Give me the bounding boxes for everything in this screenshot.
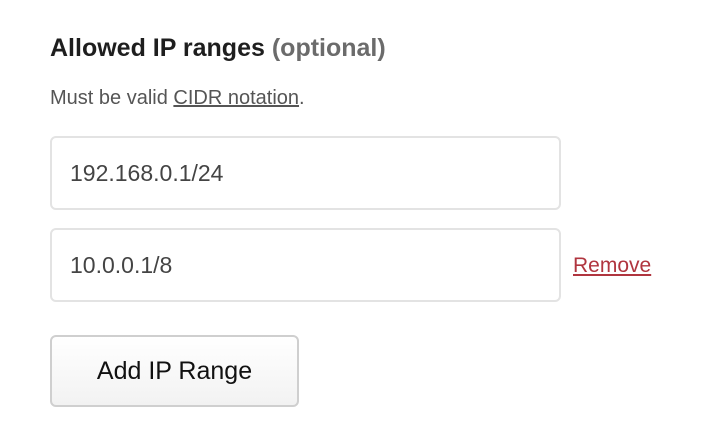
hint-prefix: Must be valid (50, 87, 174, 109)
hint-suffix: . (299, 87, 305, 109)
ip-range-input-2[interactable] (50, 228, 561, 302)
title-text: Allowed IP ranges (50, 34, 265, 62)
cidr-notation-link[interactable]: CIDR notation (173, 87, 300, 109)
add-ip-range-button[interactable]: Add IP Range (50, 335, 299, 407)
ip-range-input-1[interactable] (50, 136, 561, 210)
hint-text: Must be valid CIDR notation. (50, 87, 305, 110)
optional-label: (optional) (271, 34, 386, 62)
remove-ip-range-link[interactable]: Remove (573, 254, 652, 277)
section-title: Allowed IP ranges (optional) (50, 34, 386, 63)
